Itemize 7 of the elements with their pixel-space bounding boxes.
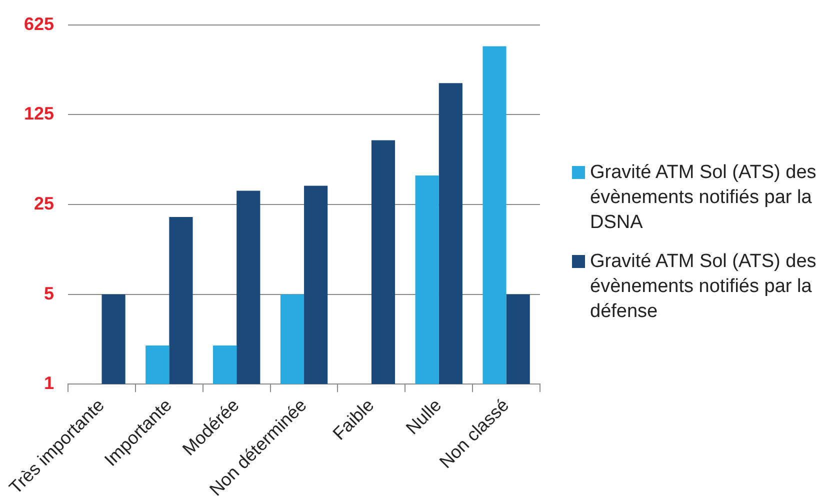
y-tick-label: 125: [24, 104, 54, 124]
y-tick-label: 1: [44, 373, 54, 394]
y-tick-label: 25: [34, 193, 54, 214]
y-tick-label: 625: [24, 14, 54, 34]
legend-label: Gravité ATM Sol (ATS) des évènements notifiés par la défense: [590, 250, 818, 324]
legend-label: Gravité ATM Sol (ATS) des évènements notifiés par la DSNA: [590, 161, 818, 235]
y-tick-label: 5: [44, 283, 54, 304]
